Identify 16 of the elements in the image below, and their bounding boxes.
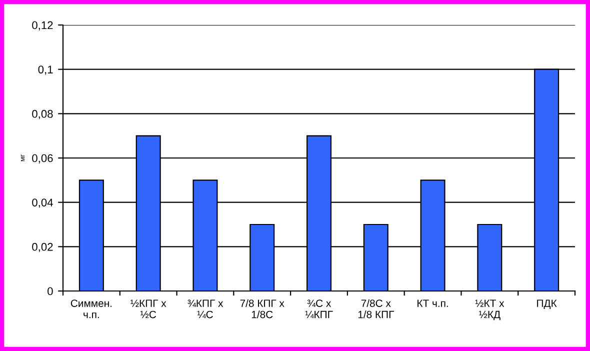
y-tick-label: 0,12 <box>32 21 53 30</box>
x-tick-label: ¾КПГ х ¼С <box>188 300 224 318</box>
x-tick-label: ¾С х ¼КПГ <box>305 300 333 318</box>
y-tick-label: 0,08 <box>32 110 53 120</box>
x-tick-label: Симмен. ч.п. <box>70 300 112 318</box>
y-tick-label: 0,04 <box>32 198 53 208</box>
x-tick-label: ½КПГ х ½С <box>130 300 166 318</box>
y-tick-label: 0 <box>48 287 53 296</box>
x-tick-label: 7/8С х 1/8 КПГ <box>358 299 394 318</box>
y-tick-label: 0,1 <box>38 66 53 75</box>
y-tick-label: 0,02 <box>32 242 53 252</box>
x-tick-label: КТ ч.п. <box>418 300 448 307</box>
y-tick-label: 0,06 <box>32 154 53 164</box>
x-tick-label: 7/8 КПГ х 1/8С <box>240 299 284 318</box>
x-tick-label: ½КТ х ½КД <box>475 300 504 320</box>
x-tick-label: ПДК <box>537 300 557 309</box>
